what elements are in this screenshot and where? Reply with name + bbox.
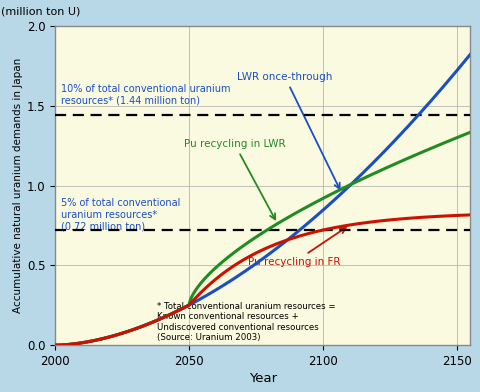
Text: LWR once-through: LWR once-through	[237, 72, 340, 189]
Text: Pu recycling in FR: Pu recycling in FR	[248, 228, 346, 267]
Text: Pu recycling in LWR: Pu recycling in LWR	[184, 139, 286, 220]
X-axis label: Year: Year	[249, 372, 277, 385]
Y-axis label: Accumulative natural uranium demands in Japan: Accumulative natural uranium demands in …	[13, 58, 23, 313]
Text: 5% of total conventional
uranium resources*
(0.72 million ton): 5% of total conventional uranium resourc…	[60, 198, 180, 232]
Text: (million ton U): (million ton U)	[1, 6, 81, 16]
Text: * Total conventional uranium resources =
Known conventional resources +
Undiscov: * Total conventional uranium resources =…	[157, 302, 336, 342]
Text: 10% of total conventional uranium
resources* (1.44 million ton): 10% of total conventional uranium resour…	[60, 84, 230, 106]
